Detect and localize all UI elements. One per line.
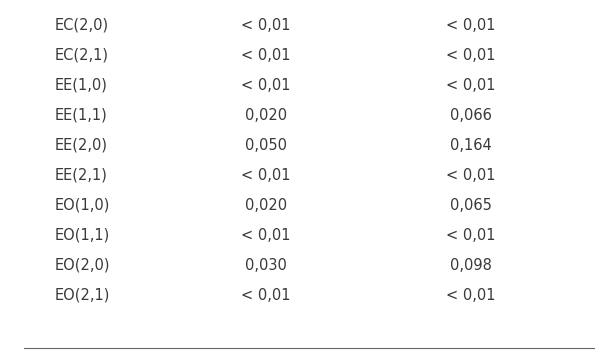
Text: 0,020: 0,020 [245,198,287,213]
Text: EO(1,1): EO(1,1) [55,228,110,243]
Text: 0,164: 0,164 [450,138,492,153]
Text: 0,030: 0,030 [245,258,287,273]
Text: EE(1,1): EE(1,1) [55,108,108,123]
Text: < 0,01: < 0,01 [447,18,496,33]
Text: 0,066: 0,066 [450,108,492,123]
Text: EE(2,0): EE(2,0) [55,138,108,153]
Text: < 0,01: < 0,01 [242,288,291,303]
Text: < 0,01: < 0,01 [447,78,496,93]
Text: < 0,01: < 0,01 [242,228,291,243]
Text: 0,065: 0,065 [450,198,492,213]
Text: EO(2,1): EO(2,1) [55,288,110,303]
Text: 0,098: 0,098 [450,258,492,273]
Text: < 0,01: < 0,01 [242,48,291,63]
Text: EE(2,1): EE(2,1) [55,168,108,183]
Text: EO(2,0): EO(2,0) [55,258,111,273]
Text: < 0,01: < 0,01 [447,288,496,303]
Text: 0,020: 0,020 [245,108,287,123]
Text: 0,050: 0,050 [245,138,287,153]
Text: EC(2,1): EC(2,1) [55,48,109,63]
Text: < 0,01: < 0,01 [242,18,291,33]
Text: < 0,01: < 0,01 [242,168,291,183]
Text: < 0,01: < 0,01 [447,168,496,183]
Text: EE(1,0): EE(1,0) [55,78,108,93]
Text: < 0,01: < 0,01 [447,228,496,243]
Text: < 0,01: < 0,01 [447,48,496,63]
Text: < 0,01: < 0,01 [242,78,291,93]
Text: EC(2,0): EC(2,0) [55,18,109,33]
Text: EO(1,0): EO(1,0) [55,198,110,213]
